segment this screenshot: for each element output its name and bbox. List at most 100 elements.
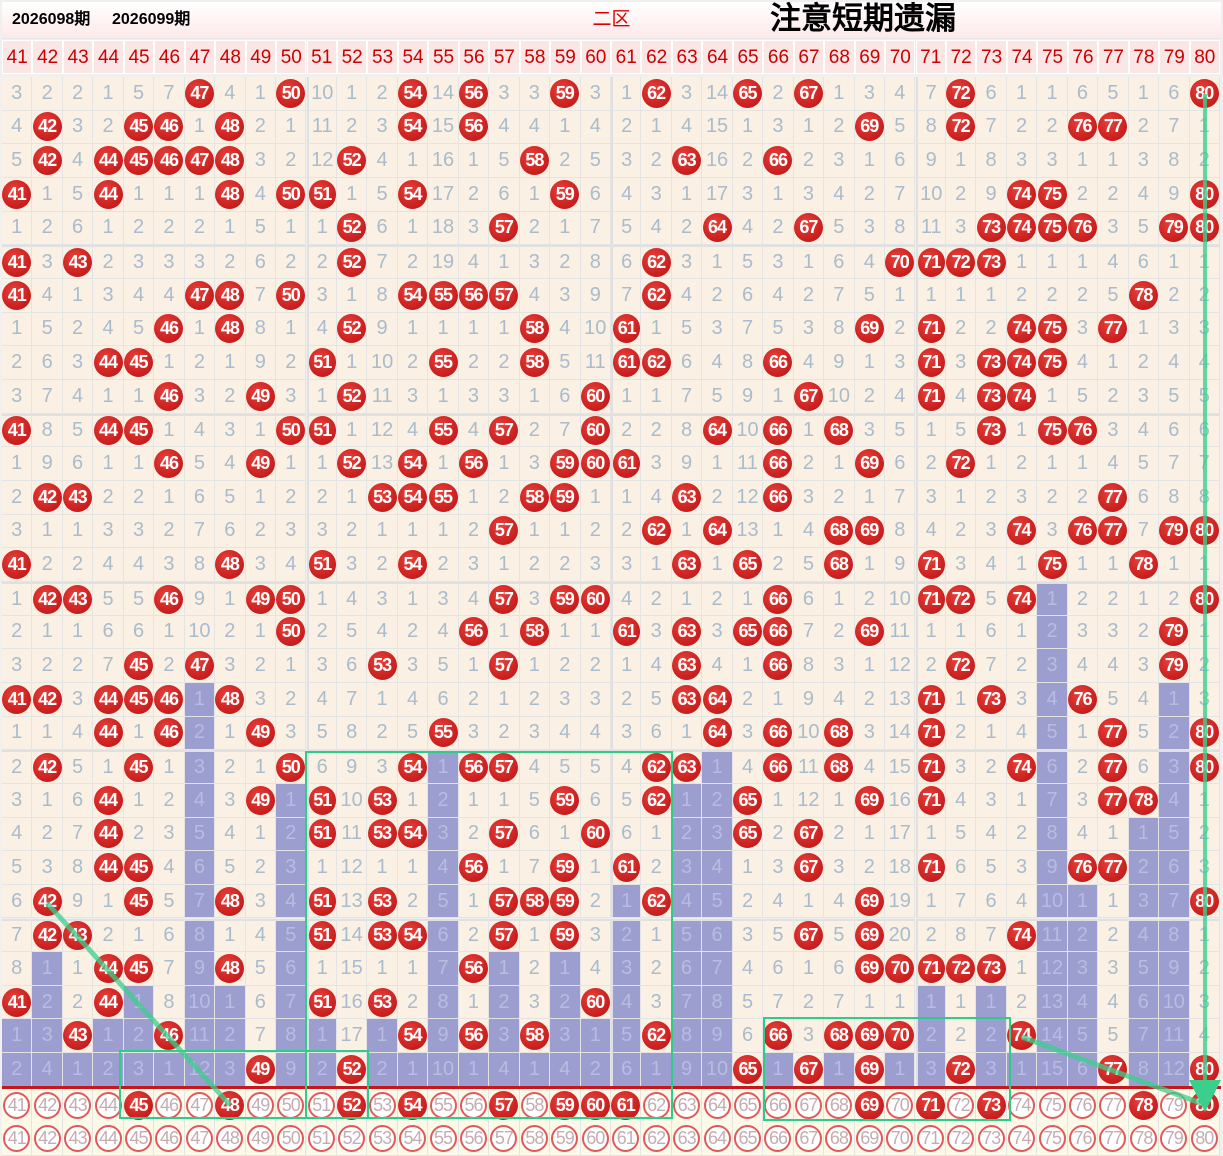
selector-cell[interactable]: 59 bbox=[550, 1122, 581, 1156]
selected-number-ball[interactable]: 73 bbox=[976, 1091, 1006, 1120]
number-ball[interactable]: 77 bbox=[1099, 1092, 1127, 1119]
number-ball[interactable]: 61 bbox=[612, 1125, 640, 1152]
selector-cell[interactable]: 62 bbox=[641, 1122, 672, 1156]
prediction-cell[interactable]: 80 bbox=[1189, 1089, 1220, 1123]
selector-cell[interactable]: 51 bbox=[306, 1122, 337, 1156]
number-ball[interactable]: 65 bbox=[734, 1092, 762, 1119]
number-ball[interactable]: 76 bbox=[1068, 1092, 1096, 1119]
number-ball[interactable]: 42 bbox=[33, 1092, 61, 1119]
selected-number-ball[interactable]: 80 bbox=[1189, 1091, 1219, 1120]
prediction-cell[interactable]: 74 bbox=[1006, 1089, 1038, 1123]
number-ball[interactable]: 72 bbox=[947, 1092, 975, 1119]
selector-cell[interactable]: 60 bbox=[580, 1122, 611, 1156]
selected-number-ball[interactable]: 69 bbox=[854, 1091, 884, 1120]
prediction-cell[interactable]: 53 bbox=[367, 1089, 398, 1123]
selected-number-ball[interactable]: 61 bbox=[611, 1091, 641, 1120]
selector-cell[interactable]: 54 bbox=[397, 1122, 429, 1156]
selector-cell[interactable]: 67 bbox=[793, 1122, 825, 1156]
selector-cell[interactable]: 52 bbox=[336, 1122, 368, 1156]
number-ball[interactable]: 76 bbox=[1068, 1125, 1096, 1152]
number-ball[interactable]: 46 bbox=[155, 1092, 183, 1119]
number-ball[interactable]: 50 bbox=[277, 1092, 305, 1119]
selector-cell[interactable]: 41 bbox=[2, 1122, 33, 1156]
selector-cell[interactable]: 48 bbox=[215, 1122, 246, 1156]
number-ball[interactable]: 44 bbox=[94, 1125, 122, 1152]
number-ball[interactable]: 45 bbox=[125, 1125, 153, 1152]
selected-number-ball[interactable]: 54 bbox=[398, 1091, 428, 1120]
selector-cell[interactable]: 42 bbox=[32, 1122, 63, 1156]
number-ball[interactable]: 67 bbox=[794, 1092, 822, 1119]
prediction-cell[interactable]: 45 bbox=[123, 1089, 155, 1123]
number-ball[interactable]: 63 bbox=[673, 1092, 701, 1119]
number-ball[interactable]: 60 bbox=[581, 1125, 609, 1152]
number-ball[interactable]: 64 bbox=[703, 1125, 731, 1152]
prediction-cell[interactable]: 46 bbox=[154, 1089, 185, 1123]
prediction-cell[interactable]: 60 bbox=[580, 1089, 611, 1123]
number-ball[interactable]: 71 bbox=[916, 1125, 944, 1152]
number-ball[interactable]: 74 bbox=[1008, 1125, 1036, 1152]
prediction-cell[interactable]: 64 bbox=[702, 1089, 733, 1123]
prediction-cell[interactable]: 52 bbox=[336, 1089, 368, 1123]
number-ball[interactable]: 56 bbox=[459, 1092, 487, 1119]
number-ball[interactable]: 78 bbox=[1129, 1125, 1157, 1152]
number-ball[interactable]: 75 bbox=[1038, 1125, 1066, 1152]
prediction-cell[interactable]: 72 bbox=[945, 1089, 977, 1123]
number-ball[interactable]: 59 bbox=[551, 1125, 579, 1152]
number-ball[interactable]: 41 bbox=[3, 1125, 31, 1152]
number-ball[interactable]: 44 bbox=[94, 1092, 122, 1119]
prediction-cell[interactable]: 62 bbox=[641, 1089, 672, 1123]
selected-number-ball[interactable]: 78 bbox=[1128, 1091, 1158, 1120]
selector-cell[interactable]: 65 bbox=[732, 1122, 764, 1156]
number-ball[interactable]: 79 bbox=[1160, 1125, 1188, 1152]
number-ball[interactable]: 43 bbox=[64, 1092, 92, 1119]
number-ball[interactable]: 66 bbox=[764, 1125, 792, 1152]
number-ball[interactable]: 62 bbox=[642, 1125, 670, 1152]
prediction-cell[interactable]: 49 bbox=[245, 1089, 277, 1123]
selected-number-ball[interactable]: 52 bbox=[337, 1091, 367, 1120]
number-ball[interactable]: 68 bbox=[825, 1125, 853, 1152]
number-ball[interactable]: 50 bbox=[277, 1125, 305, 1152]
selector-cell[interactable]: 72 bbox=[945, 1122, 977, 1156]
number-ball[interactable]: 56 bbox=[459, 1125, 487, 1152]
prediction-cell[interactable]: 55 bbox=[428, 1089, 459, 1123]
number-ball[interactable]: 62 bbox=[642, 1092, 670, 1119]
prediction-cell[interactable]: 59 bbox=[550, 1089, 581, 1123]
selector-cell[interactable]: 63 bbox=[671, 1122, 703, 1156]
prediction-cell[interactable]: 47 bbox=[184, 1089, 216, 1123]
selector-cell[interactable]: 49 bbox=[245, 1122, 277, 1156]
number-ball[interactable]: 64 bbox=[703, 1092, 731, 1119]
selector-cell[interactable]: 70 bbox=[885, 1122, 916, 1156]
selector-cell[interactable]: 45 bbox=[123, 1122, 155, 1156]
number-ball[interactable]: 68 bbox=[825, 1092, 853, 1119]
number-ball[interactable]: 73 bbox=[977, 1125, 1005, 1152]
selector-cell[interactable]: 44 bbox=[93, 1122, 124, 1156]
number-ball[interactable]: 51 bbox=[307, 1125, 335, 1152]
selector-cell[interactable]: 56 bbox=[458, 1122, 490, 1156]
prediction-cell[interactable]: 61 bbox=[611, 1089, 642, 1123]
number-ball[interactable]: 65 bbox=[734, 1125, 762, 1152]
prediction-cell[interactable]: 78 bbox=[1128, 1089, 1160, 1123]
number-ball[interactable]: 51 bbox=[307, 1092, 335, 1119]
prediction-cell[interactable]: 79 bbox=[1159, 1089, 1190, 1123]
prediction-cell[interactable]: 75 bbox=[1037, 1089, 1068, 1123]
number-ball[interactable]: 66 bbox=[764, 1092, 792, 1119]
number-ball[interactable]: 72 bbox=[947, 1125, 975, 1152]
number-ball[interactable]: 41 bbox=[3, 1092, 31, 1119]
prediction-cell[interactable]: 51 bbox=[306, 1089, 337, 1123]
number-ball[interactable]: 80 bbox=[1190, 1125, 1218, 1152]
selector-cell[interactable]: 61 bbox=[611, 1122, 642, 1156]
selector-cell[interactable]: 77 bbox=[1098, 1122, 1129, 1156]
prediction-cell[interactable]: 68 bbox=[824, 1089, 855, 1123]
selector-cell[interactable]: 80 bbox=[1189, 1122, 1220, 1156]
selector-cell[interactable]: 64 bbox=[702, 1122, 733, 1156]
prediction-cell[interactable]: 50 bbox=[276, 1089, 307, 1123]
selector-cell[interactable]: 75 bbox=[1037, 1122, 1068, 1156]
prediction-cell[interactable]: 70 bbox=[885, 1089, 916, 1123]
selector-cell[interactable]: 69 bbox=[854, 1122, 886, 1156]
prediction-cell[interactable]: 56 bbox=[458, 1089, 490, 1123]
number-ball[interactable]: 54 bbox=[399, 1125, 427, 1152]
prediction-cell[interactable]: 66 bbox=[763, 1089, 794, 1123]
selector-cell[interactable]: 55 bbox=[428, 1122, 459, 1156]
prediction-cell[interactable]: 69 bbox=[854, 1089, 886, 1123]
number-ball[interactable]: 75 bbox=[1038, 1092, 1066, 1119]
